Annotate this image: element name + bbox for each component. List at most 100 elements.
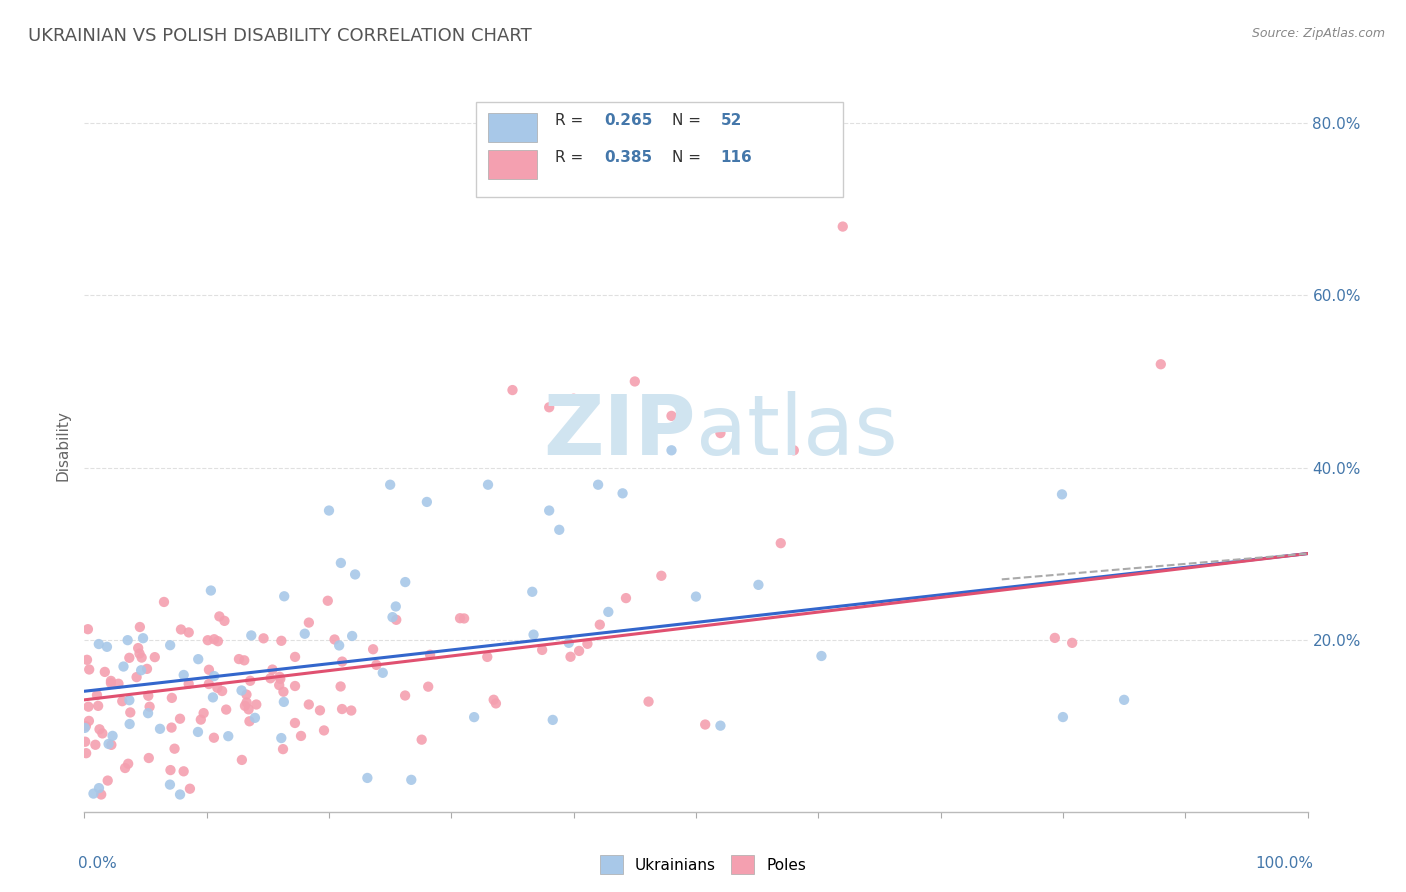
Point [169,788,191,802]
Point [101,729,124,743]
Point [612,486,634,500]
Text: atlas: atlas [696,391,897,472]
Point [87,637,110,651]
Point [531,643,554,657]
Point [231,753,253,767]
Point [87,698,110,713]
Point [558,636,581,650]
Point [1052,710,1074,724]
Text: 0.385: 0.385 [605,150,652,165]
Point [112,659,135,673]
Point [270,633,292,648]
Point [197,633,219,648]
Point [120,706,142,720]
Point [240,628,263,642]
Point [290,729,312,743]
Point [560,649,582,664]
Point [198,677,221,691]
Point [298,698,321,712]
Point [568,644,591,658]
Point [173,764,195,779]
Point [214,614,236,628]
Point [709,719,731,733]
Point [831,219,853,234]
Point [190,713,212,727]
Point [132,631,155,645]
Point [269,678,291,692]
Point [100,738,122,752]
Point [238,714,260,729]
Point [318,503,340,517]
Point [328,639,350,653]
Point [411,732,433,747]
Point [485,697,508,711]
Point [128,647,150,661]
Point [747,578,769,592]
Point [482,692,505,706]
Point [418,680,440,694]
Point [769,536,792,550]
Point [200,583,222,598]
Point [193,706,215,720]
Point [143,650,166,665]
Point [252,632,274,646]
Point [75,746,97,760]
Point [177,677,200,691]
Point [477,649,499,664]
Point [271,742,294,756]
Point [685,590,707,604]
Point [419,648,441,662]
Point [312,723,335,738]
Point [586,477,609,491]
Point [97,737,120,751]
Point [269,670,291,684]
Text: 116: 116 [720,150,752,165]
Point [231,683,253,698]
Point [177,625,200,640]
Point [82,787,104,801]
Point [187,652,209,666]
Point [502,383,524,397]
Point [228,652,250,666]
Point [361,642,384,657]
Point [1114,693,1136,707]
Point [259,671,281,685]
Point [453,611,475,625]
Point [394,575,416,590]
Point [77,699,100,714]
Point [538,401,561,415]
Point [138,699,160,714]
Point [329,680,352,694]
Point [179,781,201,796]
Point [709,426,731,441]
Point [810,648,832,663]
Point [96,640,118,654]
Point [202,632,225,647]
Point [269,672,291,686]
Point [198,663,221,677]
Point [128,620,150,634]
Point [371,665,394,680]
Point [77,663,100,677]
Point [695,717,717,731]
Point [211,684,233,698]
Point [366,657,388,672]
Point [309,703,332,717]
Point [159,763,181,777]
Point [202,731,225,745]
Point [273,695,295,709]
Point [548,523,571,537]
Point [661,443,683,458]
Point [384,599,406,614]
Point [136,689,159,703]
Text: 0.265: 0.265 [605,113,652,128]
Point [380,477,402,491]
Point [238,702,260,716]
Point [1043,631,1066,645]
Point [89,723,111,737]
Point [340,704,363,718]
Point [270,731,292,745]
Point [637,695,659,709]
Point [262,663,284,677]
Point [661,409,683,423]
